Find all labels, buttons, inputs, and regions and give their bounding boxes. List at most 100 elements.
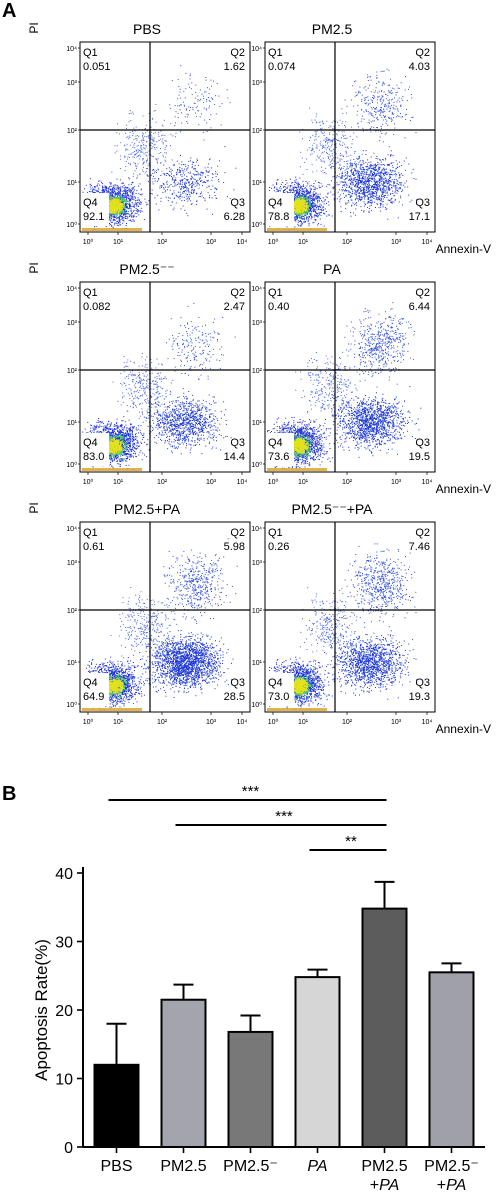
x-decade-label: 10³ <box>206 479 217 486</box>
q4-label: Q4 <box>268 677 283 689</box>
q2-value: 4.03 <box>409 61 430 73</box>
plot-frame <box>264 41 436 233</box>
flow-plot-5: PM2.5+PA Q1 0.61 Q2 5.98 Q3 28.5 Q4 64.9 10⁰ 10¹ 10… <box>66 501 251 726</box>
q4-label-background <box>266 433 294 466</box>
y-decade-label: 10⁰ <box>251 221 262 229</box>
y-decade-label: 10² <box>67 128 78 135</box>
y-decade-label: 10⁰ <box>66 461 77 469</box>
q1-value: 0.40 <box>268 301 289 313</box>
y-decade-label: 10¹ <box>252 180 263 187</box>
flow-plot-2: PM2.5 Q1 0.074 Q2 4.03 Q3 17.1 Q4 78.8 10⁰ 10¹ 10² 1… <box>251 21 436 246</box>
q4-label-background <box>266 673 294 706</box>
q4-value: 78.8 <box>268 211 289 223</box>
x-decade-label: 10⁴ <box>422 239 433 246</box>
q3-label: Q3 <box>230 677 245 689</box>
q3-value: 14.4 <box>224 451 245 463</box>
y-decade-label: 10² <box>252 128 263 135</box>
flow-cytometry-panel: PBS Q1 0.051 Q2 1.62 Q3 6.28 Q4 92.1 10⁰ 10¹ 10² 10³… <box>27 21 491 736</box>
plot-frame <box>79 281 251 473</box>
apoptosis-bar-chart: 0 10 20 30 40 Apoptosis Rate(%) PBS PM2.5 PM2.5⁻… <box>32 783 485 1194</box>
q3-label: Q3 <box>415 677 430 689</box>
y-axis-title: Apoptosis Rate(%) <box>32 939 51 1081</box>
x-decade-label: 10¹ <box>113 239 124 246</box>
q4-value: 92.1 <box>83 211 104 223</box>
panel-a-label: A <box>2 0 16 23</box>
y-decade-label: 10² <box>67 608 78 615</box>
flow-plot-1: PBS Q1 0.051 Q2 1.62 Q3 6.28 Q4 92.1 10⁰ 10¹ 10² 10³… <box>66 21 251 246</box>
q3-value: 17.1 <box>409 211 430 223</box>
y-tick-label: 0 <box>64 1140 73 1157</box>
x-decade-label: 10⁴ <box>237 239 248 246</box>
y-decade-label: 10¹ <box>67 180 78 187</box>
y-tick-label: 20 <box>55 1003 73 1020</box>
bar-3 <box>227 1030 274 1148</box>
y-decade-label: 10¹ <box>67 660 78 667</box>
q3-label: Q3 <box>415 437 430 449</box>
q3-label: Q3 <box>230 437 245 449</box>
q2-label: Q2 <box>230 527 245 539</box>
q3-label: Q3 <box>415 197 430 209</box>
x-decade-label: 10⁰ <box>268 238 279 246</box>
plot-title: PM2.5⁻⁻ <box>119 261 174 277</box>
baseline-events <box>267 708 327 711</box>
q4-value: 73.6 <box>268 451 289 463</box>
q2-label: Q2 <box>230 47 245 59</box>
plot-title: PM2.5⁻⁻+PA <box>291 501 373 517</box>
y-decade-label: 10³ <box>67 320 78 327</box>
y-decade-label: 10⁰ <box>66 221 77 229</box>
x-tick-label: PA <box>307 1158 327 1175</box>
annexin-axis-label: Annexin-V <box>436 482 491 496</box>
x-decade-label: 10³ <box>206 239 217 246</box>
q2-label: Q2 <box>230 287 245 299</box>
dense-core <box>101 673 128 699</box>
x-decade-label: 10¹ <box>298 239 309 246</box>
y-decade-label: 10¹ <box>252 420 263 427</box>
q4-label: Q4 <box>83 197 98 209</box>
baseline-events <box>82 228 142 231</box>
x-tick-label: +PA <box>437 1177 467 1194</box>
q4-label-background <box>81 193 109 226</box>
x-decade-label: 10⁰ <box>83 238 94 246</box>
y-tick-label: 40 <box>55 866 73 883</box>
y-decade-label: 10⁴ <box>66 286 77 293</box>
y-decade-label: 10³ <box>252 320 263 327</box>
annexin-axis-label: Annexin-V <box>436 242 491 256</box>
y-decade-label: 10⁴ <box>251 46 262 53</box>
significance-label-3: ** <box>345 833 357 850</box>
panel-b-label: B <box>2 783 16 806</box>
x-decade-label: 10¹ <box>113 479 124 486</box>
x-decade-label: 10² <box>157 479 168 486</box>
q4-value: 83.0 <box>83 451 104 463</box>
q4-label: Q4 <box>83 677 98 689</box>
baseline-events <box>82 468 142 471</box>
x-decade-label: 10¹ <box>113 719 124 726</box>
q4-label: Q4 <box>268 437 283 449</box>
significance-label-1: *** <box>242 783 260 800</box>
plot-frame <box>264 281 436 473</box>
x-tick-label: PM2.5⁻ <box>223 1158 278 1175</box>
x-tick-label: +PA <box>370 1177 400 1194</box>
x-decade-label: 10⁰ <box>83 478 94 486</box>
x-tick-label: PM2.5 <box>160 1158 206 1175</box>
q4-label-background <box>81 433 109 466</box>
plot-title: PM2.5 <box>312 21 353 37</box>
y-decade-label: 10⁴ <box>251 526 262 533</box>
y-tick-label: 30 <box>55 935 73 952</box>
q1-label: Q1 <box>268 527 283 539</box>
x-tick-label: PM2.5 <box>361 1158 407 1175</box>
x-decade-label: 10² <box>157 719 168 726</box>
bar-5 <box>361 907 408 1148</box>
q1-label: Q1 <box>83 287 98 299</box>
x-decade-label: 10³ <box>206 719 217 726</box>
y-decade-label: 10⁴ <box>66 46 77 53</box>
x-decade-label: 10² <box>342 479 353 486</box>
x-decade-label: 10² <box>157 239 168 246</box>
x-tick-label: PBS <box>100 1158 132 1175</box>
q4-label: Q4 <box>83 437 98 449</box>
q1-value: 0.26 <box>268 541 289 553</box>
x-decade-label: 10¹ <box>298 479 309 486</box>
q1-label: Q1 <box>83 527 98 539</box>
y-tick-label: 10 <box>55 1072 73 1089</box>
x-decade-label: 10³ <box>391 719 402 726</box>
baseline-events <box>267 468 327 471</box>
